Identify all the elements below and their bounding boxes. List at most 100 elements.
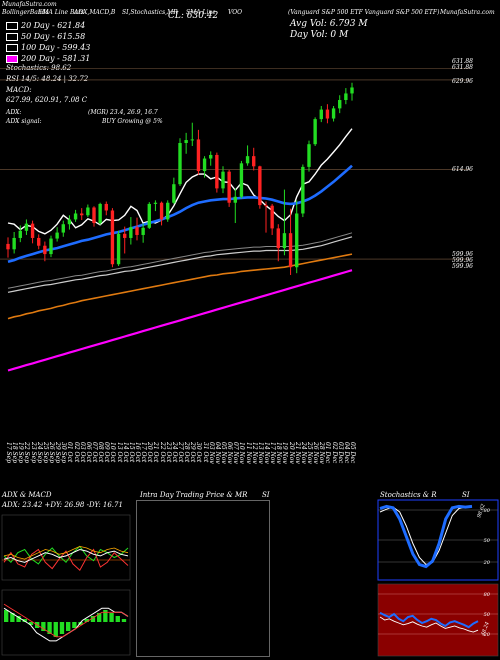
candle-body [331,108,336,119]
candle-body [6,243,10,250]
adx-signal-label: ADX signal: [6,118,42,125]
price-label: 629.96 [452,77,473,85]
candle-body [239,163,244,197]
candle-body [209,154,213,159]
candle-body [98,203,102,224]
legend-label-200: 200 Day - 581.31 [21,54,91,63]
candle-body [110,210,115,265]
macd-histogram-bar [103,610,108,622]
title-segment-1: BollingerBands [2,9,49,16]
macd-histogram-bar [28,622,34,625]
mrsi-line [379,616,479,633]
legend-swatch-50 [6,32,18,41]
candle-body [92,207,96,224]
candle-body [159,202,164,220]
stoch-k-line [379,504,473,569]
candle-body [123,233,127,238]
adx-panel-values: ADX: 23.42 +DY: 26.98 -DY: 16.71 [2,501,123,509]
title-segment-4: SI,Stochastics,MR [122,9,178,16]
candle-body [172,184,176,203]
candle-body [313,119,317,145]
macd-histogram-bar [90,616,96,622]
candle-body [67,219,72,225]
price-label: 631.88 [452,58,473,66]
candle-body [178,143,182,185]
candle-body [12,237,16,250]
macd-histogram-bar [109,613,114,622]
macd-histogram-bar [78,622,83,625]
candle-body [129,227,133,238]
macd-histogram-bar [115,616,120,622]
rsi-tick-label: 20 [483,632,491,638]
candle-body [215,154,219,189]
title-segment-2: EMA Line Bars [38,9,84,16]
candle-body [338,100,342,109]
ma-line-2 [7,164,353,264]
legend-label-20: 20 Day - 621.84 [21,21,86,30]
candle-body [196,139,201,172]
instrument-name: (Vanguard S&P 500 ETF Vanguard S&P 500 E… [288,9,440,16]
macd-histogram-bar [97,613,102,622]
legend-200-day: 200 Day - 581.31 [6,54,90,63]
candle-body [276,228,280,249]
close-price: CL: 630.42 [168,11,219,21]
candle-body [49,238,53,255]
adx-line [3,548,129,563]
candle-body [227,171,231,203]
adx-values: (MGR) 23.4, 26.9, 16.7 [88,109,158,116]
price-label: 599.96 [452,263,473,271]
legend-50-day: 50 Day - 615.58 [6,32,85,41]
candle-body [202,158,207,172]
stoch-value-label: 98.62 [476,503,487,519]
title-segment-3: ADX,MACD,B [74,9,116,16]
ma-line-4 [7,253,353,320]
price-label: 599.96 [452,257,473,265]
rsi-value: RSI 14/5: 48.24 | 32.72 [6,75,89,83]
candle-body [116,233,121,265]
candle-body [288,233,293,268]
rsi-tick-label: 50 [484,612,491,618]
price-chart [0,68,470,372]
candle-body [190,139,194,141]
price-label: 614.96 [452,165,473,173]
candle-body [153,202,158,204]
stochastics-value: Stochastics: 98.62 [6,64,72,72]
candle-body [61,224,65,233]
legend-swatch-100 [6,43,18,52]
macd-histogram-bar [47,622,52,634]
adx-panel-frame [1,514,131,581]
macd-histogram-bar [53,622,58,637]
intraday-panel-title: Intra Day Trading Price & MR [140,491,248,499]
title-segment-5: SMA Line [186,9,216,16]
stoch-tick-label: 80 [484,508,491,514]
candle-body [30,223,35,238]
candle-body [184,140,188,144]
rsi-line [379,611,479,629]
legend-swatch-20 [6,21,18,30]
adx-panel-title: ADX & MACD [2,491,52,499]
candle-body [135,227,139,235]
price-label: 631.88 [452,64,473,72]
stoch-panel-title: Stochastics & R [380,491,437,499]
ma-line-upper-band [7,232,353,289]
adx-signal-value: BUY Growing @ 5% [102,118,163,125]
rsi-tick-label: 80 [484,592,491,598]
candle-body [295,213,299,268]
adx-label: ADX: [6,109,22,116]
legend-swatch-200 [6,54,18,63]
day-volume: Day Vol: 0 M [290,30,349,40]
minus-di-line [3,548,129,571]
avg-volume: Avg Vol: 6.793 M [290,19,368,29]
candle-body [344,93,348,101]
ma-line-5 [7,269,353,372]
candle-body [264,205,268,207]
candle-body [86,207,90,216]
candle-body [80,213,84,216]
site-name-right: MunafaSutra.com [440,9,495,16]
candle-body [319,109,323,120]
intraday-panel [136,500,270,657]
candle-body [55,232,59,239]
candle-body [270,205,274,229]
macd-histogram-bar [59,622,65,634]
